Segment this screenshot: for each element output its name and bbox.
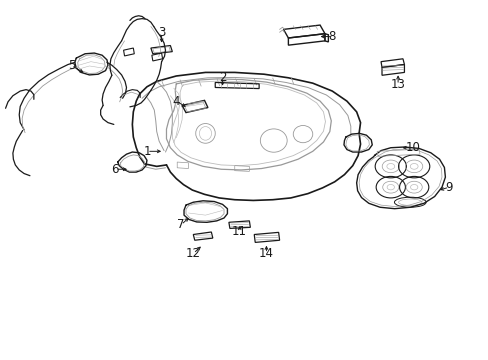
Text: 9: 9 (445, 181, 452, 194)
Text: 10: 10 (405, 141, 419, 154)
Text: 14: 14 (259, 247, 273, 260)
Text: 12: 12 (185, 247, 201, 260)
Text: 11: 11 (232, 225, 246, 238)
Text: 3: 3 (158, 27, 165, 40)
Text: 5: 5 (67, 59, 75, 72)
Text: 8: 8 (328, 30, 335, 43)
Text: 4: 4 (172, 95, 180, 108)
Text: 13: 13 (390, 78, 405, 91)
Text: 1: 1 (143, 145, 150, 158)
Text: 6: 6 (111, 163, 119, 176)
Text: 2: 2 (218, 71, 226, 84)
Text: 7: 7 (177, 218, 184, 231)
